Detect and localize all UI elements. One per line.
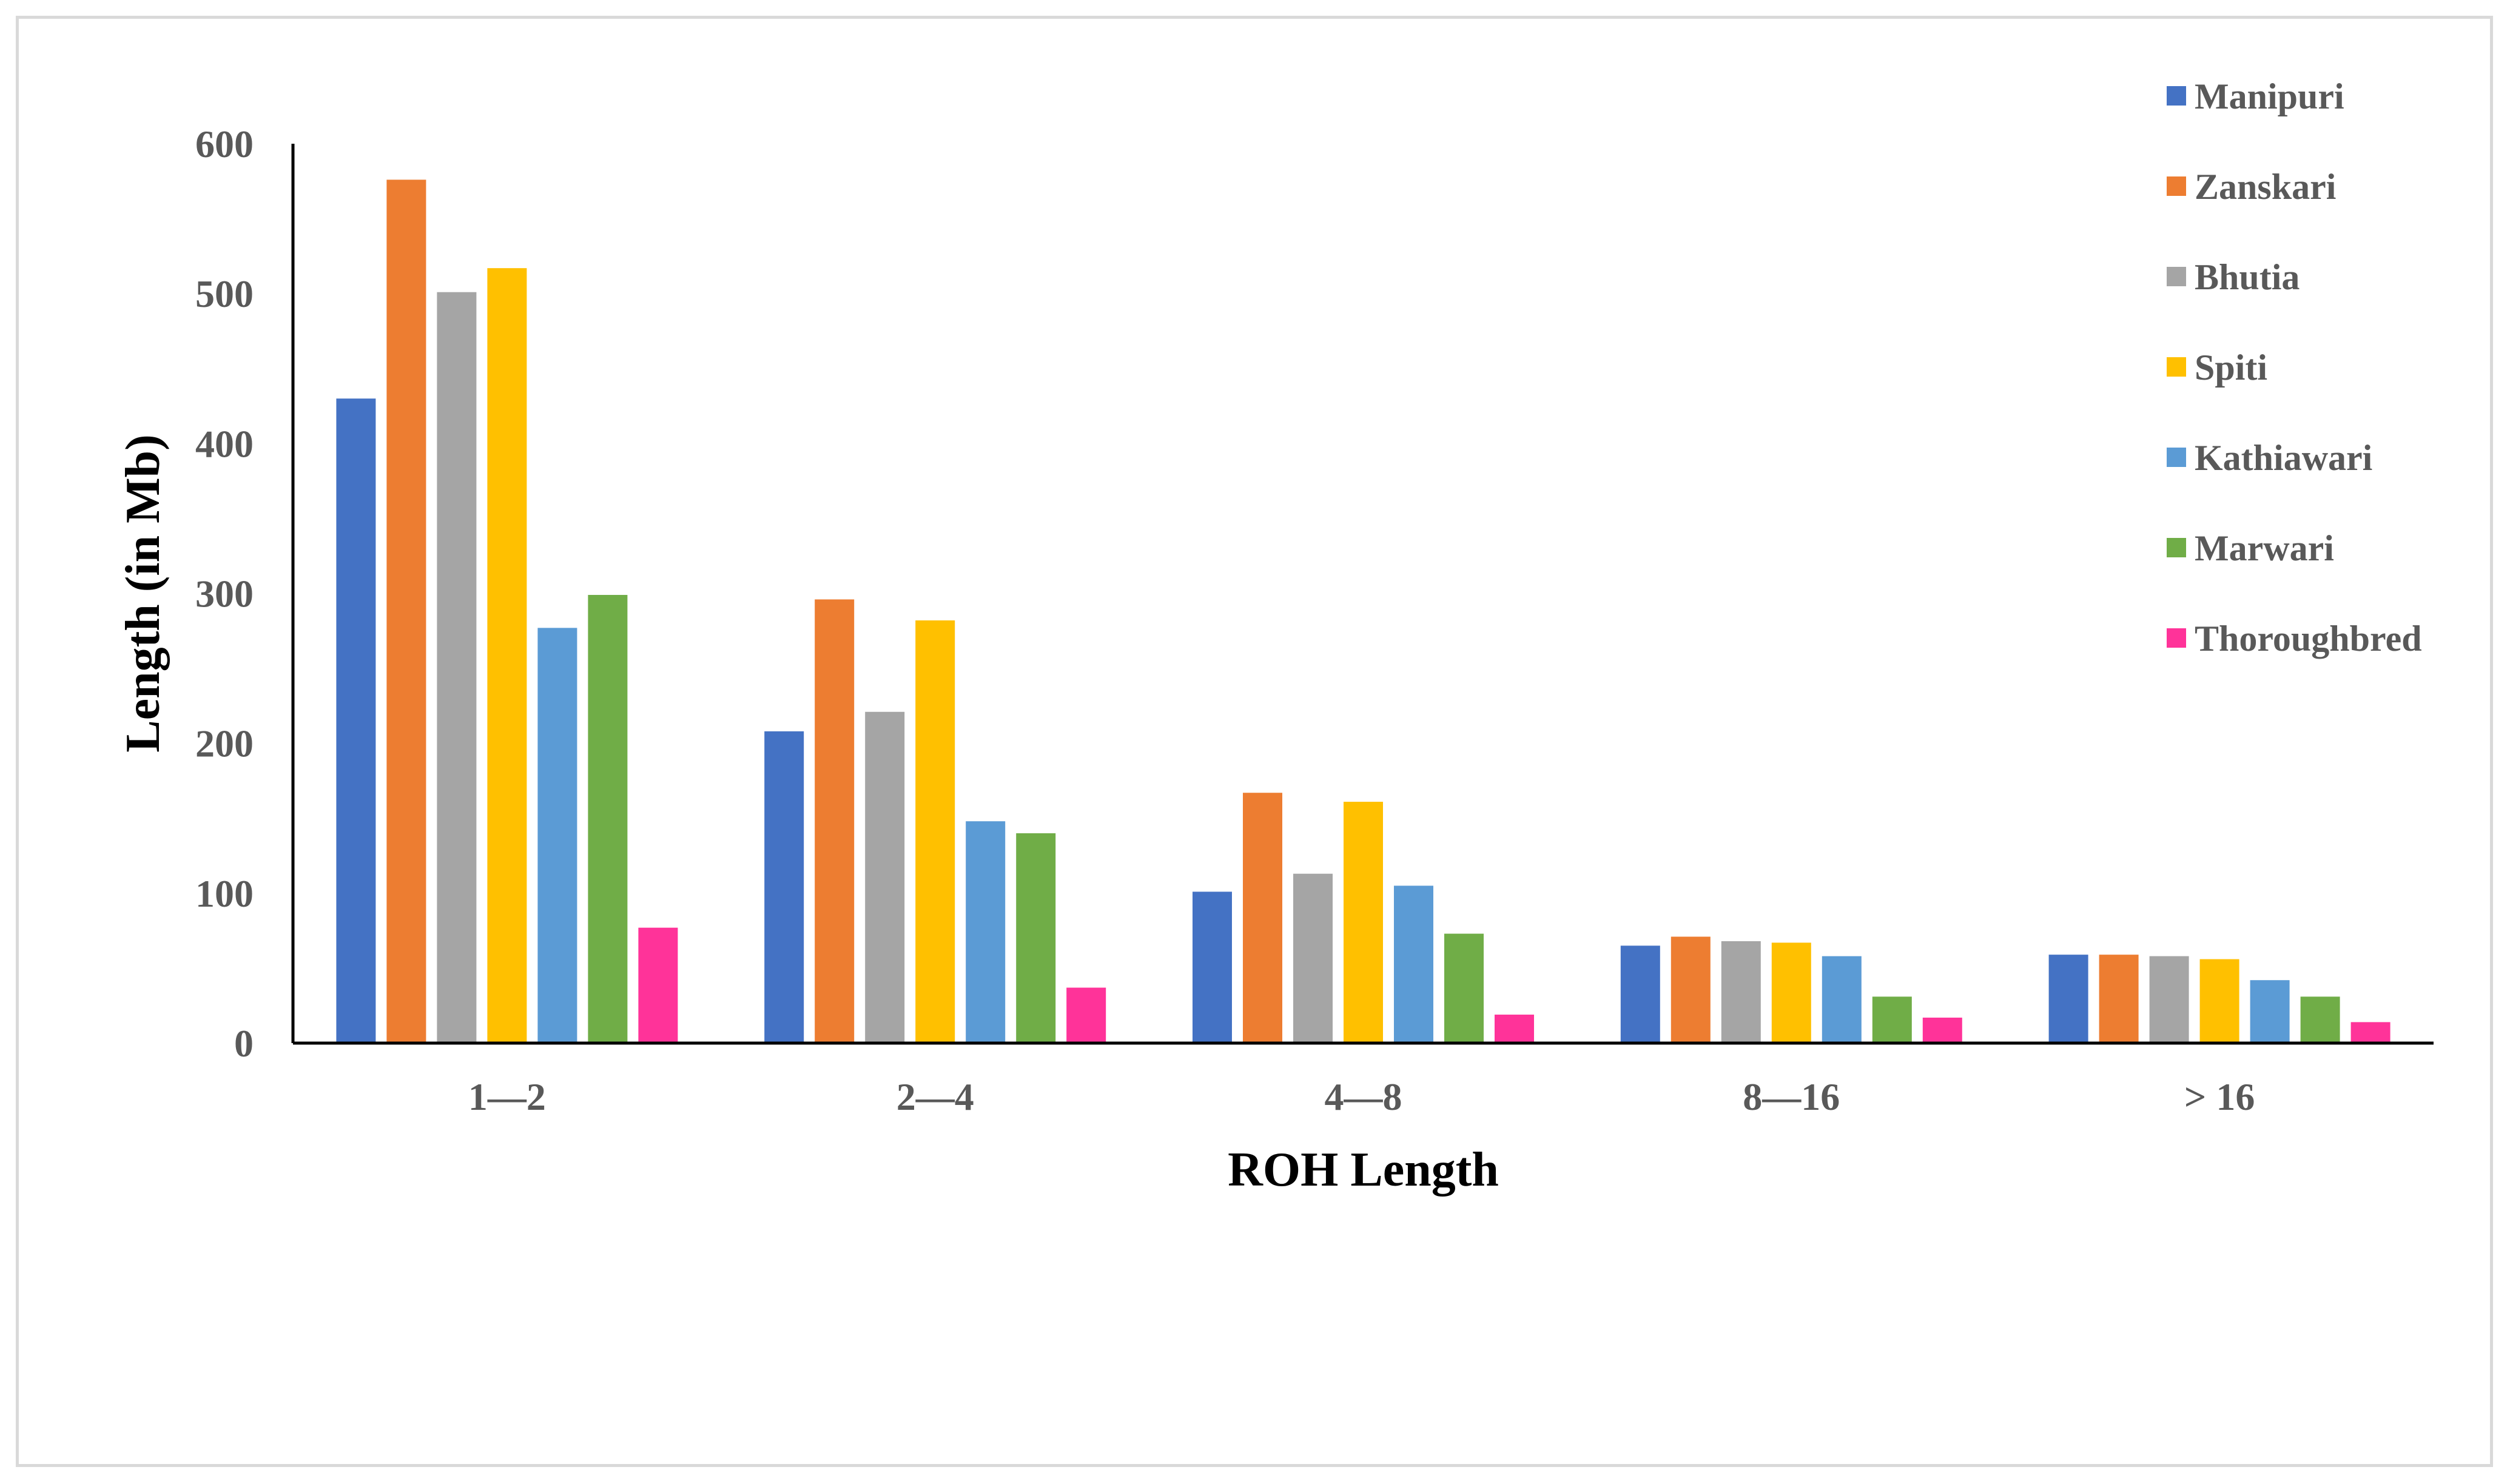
bar-zanskari bbox=[815, 599, 855, 1043]
bar-thoroughbred bbox=[638, 927, 678, 1043]
legend-label-manipuri: Manipuri bbox=[2195, 76, 2344, 116]
y-axis-title: Length (in Mb) bbox=[116, 434, 170, 753]
bar-manipuri bbox=[2048, 955, 2088, 1043]
y-tick-label: 300 bbox=[195, 572, 254, 616]
bar-marwari bbox=[1444, 933, 1484, 1043]
legend-swatch-marwari bbox=[2167, 538, 2186, 557]
bar-zanskari bbox=[1671, 936, 1711, 1043]
bar-spiti bbox=[1344, 802, 1383, 1043]
legend-swatch-spiti bbox=[2167, 357, 2186, 377]
bar-zanskari bbox=[386, 180, 426, 1043]
bar-manipuri bbox=[764, 731, 804, 1043]
x-axis-title: ROH Length bbox=[1228, 1143, 1499, 1197]
legend-swatch-manipuri bbox=[2167, 86, 2186, 106]
bar-zanskari bbox=[1243, 793, 1282, 1043]
bar-manipuri bbox=[1193, 891, 1232, 1043]
bar-bhutia bbox=[2149, 956, 2189, 1043]
bar-kathiawari bbox=[1822, 956, 1862, 1043]
bar-bhutia bbox=[1721, 941, 1761, 1043]
y-tick-label: 200 bbox=[195, 722, 254, 765]
bar-thoroughbred bbox=[1066, 987, 1106, 1043]
bar-spiti bbox=[2199, 959, 2239, 1043]
legend: Manipuri Zanskari Bhutia Spiti Kathiawari Mar… bbox=[2167, 76, 2422, 659]
bar-bhutia bbox=[865, 711, 905, 1043]
bar-manipuri bbox=[1620, 945, 1660, 1043]
bar-spiti bbox=[1771, 942, 1811, 1043]
x-tick-label: 8—16 bbox=[1743, 1075, 1840, 1118]
legend-swatch-thoroughbred bbox=[2167, 628, 2186, 648]
legend-label-spiti: Spiti bbox=[2195, 347, 2267, 388]
bar-thoroughbred bbox=[2350, 1022, 2391, 1043]
legend-swatch-bhutia bbox=[2167, 267, 2186, 286]
legend-label-zanskari: Zanskari bbox=[2195, 167, 2336, 207]
bar-manipuri bbox=[336, 398, 376, 1043]
legend-label-kathiawari: Kathiawari bbox=[2195, 438, 2372, 478]
bar-marwari bbox=[1872, 996, 1912, 1043]
x-tick-label: 2—4 bbox=[897, 1075, 974, 1118]
bar-bhutia bbox=[437, 292, 477, 1043]
bar-marwari bbox=[1016, 833, 1056, 1043]
legend-swatch-zanskari bbox=[2167, 176, 2186, 196]
bars-group bbox=[336, 180, 2391, 1044]
chart-frame bbox=[16, 16, 2493, 1467]
legend-label-bhutia: Bhutia bbox=[2195, 257, 2300, 297]
bar-kathiawari bbox=[537, 628, 577, 1043]
bar-marwari bbox=[2300, 996, 2340, 1043]
bar-spiti bbox=[915, 620, 955, 1043]
bar-kathiawari bbox=[966, 821, 1006, 1043]
bar-bhutia bbox=[1293, 873, 1333, 1043]
y-axis-ticks: 0 100 200 300 400 500 600 bbox=[195, 123, 254, 1065]
x-tick-label: > 16 bbox=[2184, 1075, 2255, 1118]
x-tick-label: 4—8 bbox=[1325, 1075, 1402, 1118]
bar-kathiawari bbox=[2250, 980, 2290, 1043]
bar-zanskari bbox=[2099, 955, 2139, 1043]
legend-label-thoroughbred: Thoroughbred bbox=[2195, 619, 2422, 659]
legend-label-marwari: Marwari bbox=[2195, 528, 2334, 568]
y-tick-label: 600 bbox=[195, 123, 254, 166]
y-tick-label: 100 bbox=[195, 872, 254, 915]
y-tick-label: 400 bbox=[195, 422, 254, 465]
bar-spiti bbox=[487, 268, 527, 1044]
legend-swatch-kathiawari bbox=[2167, 448, 2186, 467]
bar-marwari bbox=[588, 594, 628, 1043]
y-tick-label: 0 bbox=[234, 1022, 254, 1065]
x-axis-ticks: 1—2 2—4 4—8 8—16 > 16 bbox=[468, 1075, 2255, 1118]
y-tick-label: 500 bbox=[195, 272, 254, 315]
bar-kathiawari bbox=[1394, 885, 1433, 1043]
x-tick-label: 1—2 bbox=[468, 1075, 546, 1118]
bar-thoroughbred bbox=[1922, 1017, 1962, 1043]
bar-thoroughbred bbox=[1495, 1015, 1534, 1043]
